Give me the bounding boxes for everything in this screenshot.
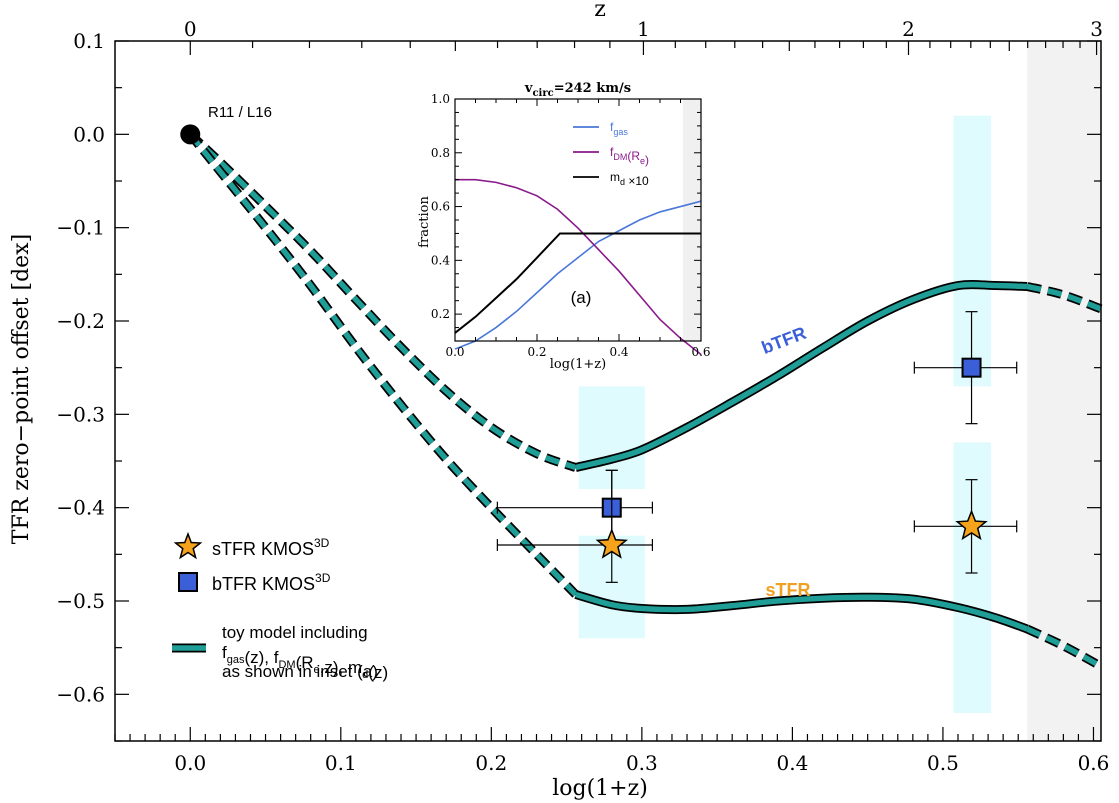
x-tick-label: 0.5 [927, 751, 959, 775]
btfr-kmos3d-marker-2 [961, 357, 982, 378]
x-tick-label: 0.3 [626, 751, 658, 775]
inset-legend-subscript: d [620, 177, 625, 187]
legend-subscript: DM [278, 659, 295, 671]
inset-legend-run: ) [645, 153, 649, 167]
inset-legend-run: (R [627, 149, 640, 163]
inset-legend-subscript: gas [613, 127, 628, 137]
stfr-kmos3d-marker-3 [955, 509, 988, 541]
curve-1-line-1 [574, 591, 1029, 632]
y-tick-label: −0.3 [56, 402, 105, 426]
top-tick-label: 1 [637, 17, 650, 41]
y-tick-label: 0.0 [73, 122, 105, 146]
uncertainty-band-2 [953, 115, 992, 387]
y-axis-title: TFR zero−point offset [dex] [9, 234, 34, 544]
inset-series-2 [454, 232, 701, 334]
inset-x-tick-label: 0.6 [691, 345, 710, 359]
x-tick-label: 0.1 [325, 751, 357, 775]
legend-subscript: d [362, 669, 368, 681]
inset-legend-run: ×10 [625, 174, 649, 188]
inset-legend-label-2: md ×10 [610, 170, 649, 188]
curve-1-line-2 [1026, 626, 1103, 669]
inset-shaded-region [682, 99, 701, 341]
inset-y-tick-label: 0.8 [431, 146, 450, 160]
legend-stfr-superscript: 3D [314, 536, 330, 550]
x-tick-label: 0.2 [475, 751, 507, 775]
inset-title-run: v [524, 81, 533, 96]
inset-series-0 [454, 200, 702, 350]
inset-legend-run: m [610, 170, 620, 184]
main-plot-frame [114, 40, 1102, 742]
inset-y-tick-label: 0.6 [431, 200, 450, 214]
inset-title-run: =242 km/s [554, 81, 631, 96]
inset-legend-subscript: DM [613, 152, 627, 162]
legend-text-run: f [222, 643, 227, 662]
legend-toy-line-2: fgas(z), fDM(Re,z), md(z) [222, 643, 388, 682]
legend-subscript: gas [227, 654, 245, 666]
inset-series-1 [455, 178, 702, 356]
inset-panel-a: 0.0 0.2 0.4 0.6 0.2 0.4 0.6 0.8 1.0 log(1+z) fract… [417, 81, 711, 372]
y-tick-label: −0.2 [56, 309, 105, 333]
inset-legend-run: f [610, 145, 614, 159]
inset-legend-run: f [610, 120, 614, 134]
stfr-kmos3d-marker-1 [595, 527, 628, 559]
kmos3d-data-points [180, 124, 1018, 583]
top-tick-label: 2 [902, 17, 915, 41]
legend-square-icon [178, 572, 198, 592]
reference-point-label: R11 / L16 [208, 104, 272, 121]
curve-0-line-1 [575, 281, 1028, 471]
inset-legend-label-1: fDM(Re) [610, 145, 649, 167]
inset-y-tick-label: 0.2 [431, 307, 450, 321]
inset-title: vcirc=242 km/s [524, 81, 631, 99]
inset-y-axis-title: fraction [417, 196, 432, 248]
legend-star-icon [173, 531, 203, 560]
inset-title-subscript: circ [532, 88, 553, 99]
curve-0-line-0 [188, 132, 577, 471]
legend-text-run: (z), f [244, 648, 278, 667]
top-tick-label: 0 [184, 17, 197, 41]
main-axis-ticks: 0.0 0.1 0.2 0.3 0.4 0.5 0.6 0.1 0.0 −0.1 −0.2 −0.3 −… [56, 17, 1109, 775]
reference-point-marker [180, 124, 201, 145]
legend-text-run: (R [296, 653, 314, 672]
inset-legend-subscript: e [640, 156, 645, 166]
stfr-curve-label: sTFR [766, 580, 811, 600]
y-tick-label: −0.5 [56, 589, 105, 613]
y-tick-label: −0.1 [56, 216, 105, 240]
uncertainty-band-3 [953, 442, 992, 713]
y-tick-label: −0.6 [56, 682, 105, 706]
legend-text-run: ,z), m [320, 658, 363, 677]
plot-border [114, 40, 1102, 742]
inset-x-axis-title: log(1+z) [550, 357, 606, 372]
legend: sTFR KMOS3D bTFR KMOS3D toy model includin… [172, 531, 388, 682]
x-tick-label: 0.4 [776, 751, 808, 775]
inset-x-tick-label: 0.2 [527, 345, 546, 359]
x-tick-label: 0.6 [1078, 751, 1110, 775]
inset-y-tick-label: 0.4 [431, 253, 450, 267]
legend-btfr-label: bTFR KMOS3D [212, 571, 331, 594]
y-tick-label: 0.1 [73, 29, 105, 53]
legend-subscript: e [314, 664, 320, 676]
legend-toy-line-3: as shown in inset (a) [222, 662, 378, 681]
top-axis-title: z [594, 0, 606, 22]
curve-1-line-0 [188, 132, 578, 597]
legend-text-run: (z) [368, 663, 388, 682]
inset-x-tick-label: 0.0 [445, 345, 464, 359]
x-tick-label: 0.0 [174, 751, 206, 775]
top-tick-label: 3 [1090, 17, 1103, 41]
y-tick-label: −0.4 [56, 496, 105, 520]
inset-panel-label: (a) [571, 288, 592, 307]
x-axis-title: log(1+z) [552, 776, 648, 801]
inset-legend-label-0: fgas [610, 120, 628, 137]
high-z-shaded-region [1027, 41, 1101, 741]
legend-btfr-superscript: 3D [315, 571, 331, 585]
inset-x-tick-label: 0.4 [609, 345, 628, 359]
curve-0-line-2 [1026, 283, 1102, 312]
legend-stfr-label: sTFR KMOS3D [212, 536, 330, 559]
legend-toy-line-1: toy model including [222, 623, 368, 642]
toy-model-curves [186, 131, 1104, 671]
inset-y-tick-label: 1.0 [431, 92, 450, 106]
inset-plot-area [455, 99, 701, 341]
